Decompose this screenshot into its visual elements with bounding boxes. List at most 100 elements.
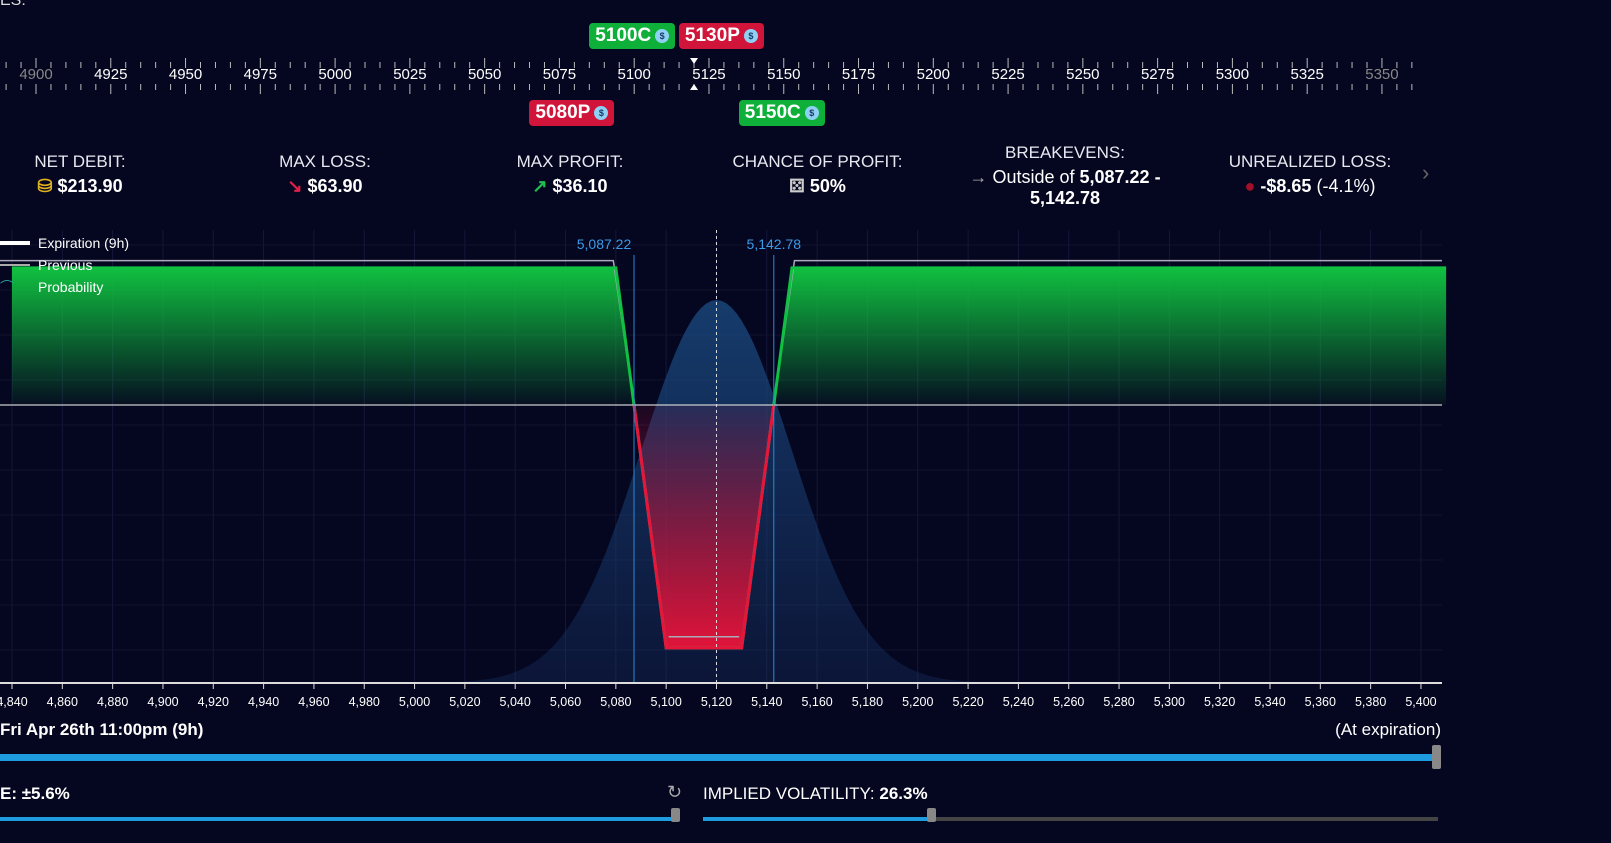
leg-tag-5080p[interactable]: 5080P $ bbox=[529, 100, 615, 126]
time-label: Fri Apr 26th 11:00pm (9h) bbox=[0, 720, 204, 739]
x-tick-label: 5,340 bbox=[1254, 695, 1285, 709]
payoff-chart[interactable]: 5,087.22 5,142.78 4,840 4,860 4,880 4,900 4,92… bbox=[0, 225, 1450, 720]
iv-row: IMPLIED VOLATILITY: 26.3% bbox=[703, 784, 928, 804]
breakevens-value2: 5,142.78 bbox=[1029, 188, 1101, 208]
x-tick-label: 5,160 bbox=[801, 695, 832, 709]
solid-line-icon bbox=[0, 241, 30, 245]
strike-tick-label: 5200 bbox=[917, 66, 950, 83]
net-debit-value: $213.90 bbox=[57, 176, 123, 196]
legend-expiration[interactable]: Expiration (9h) bbox=[0, 232, 129, 254]
max-profit-value: $36.10 bbox=[552, 176, 608, 196]
current-price-marker-bottom bbox=[690, 84, 699, 90]
time-slider-track[interactable] bbox=[0, 754, 1436, 761]
leg-label: 5130P bbox=[684, 25, 740, 46]
dollar-icon: $ bbox=[804, 106, 819, 120]
range-slider-thumb[interactable] bbox=[671, 808, 680, 822]
leg-tag-5100c[interactable]: 5100C $ bbox=[589, 23, 676, 49]
x-tick-label: 5,360 bbox=[1305, 695, 1336, 709]
x-tick-label: 5,260 bbox=[1053, 695, 1084, 709]
strike-tick-label: 5225 bbox=[991, 66, 1024, 83]
dice-icon: ⚄ bbox=[789, 176, 805, 196]
chevron-right-icon[interactable]: › bbox=[1422, 160, 1430, 185]
strike-tick-label: 4950 bbox=[169, 66, 202, 83]
x-tick-label: 5,280 bbox=[1103, 695, 1134, 709]
x-tick-label: 4,980 bbox=[349, 695, 380, 709]
max-loss-label: MAX LOSS: bbox=[279, 152, 371, 171]
time-slider-thumb[interactable] bbox=[1432, 745, 1441, 769]
strike-tick-label: 5050 bbox=[468, 66, 501, 83]
breakevens-value: 5,087.22 - bbox=[1079, 167, 1161, 187]
iv-value: 26.3% bbox=[879, 784, 928, 803]
expiration-line-loss bbox=[632, 404, 776, 650]
arrow-down-icon: ↘ bbox=[287, 176, 303, 196]
x-tick-label: 5,180 bbox=[852, 695, 883, 709]
breakeven-label: 5,087.22 bbox=[577, 236, 632, 252]
unrealized-stat: UNREALIZED LOSS: ● -$8.65 (-4.1%) bbox=[1220, 152, 1400, 197]
net-debit-label: NET DEBIT: bbox=[34, 152, 126, 171]
legend-previous-label: Previous bbox=[38, 257, 93, 273]
arrow-right-icon: → bbox=[969, 167, 988, 187]
chance-stat: CHANCE OF PROFIT: ⚄ 50% bbox=[725, 152, 910, 197]
leg-tag-5130p[interactable]: 5130P $ bbox=[678, 23, 764, 49]
x-tick-label: 5,000 bbox=[399, 695, 430, 709]
x-tick-label: 5,080 bbox=[600, 695, 631, 709]
strike-tick-label: 5100 bbox=[618, 66, 651, 83]
coins-icon: ⛁ bbox=[37, 176, 53, 196]
strike-tick-label: 5175 bbox=[842, 66, 875, 83]
dollar-icon: $ bbox=[655, 29, 670, 43]
legend-probability-label: Probability bbox=[38, 279, 104, 295]
leg-label: 5150C bbox=[744, 102, 801, 123]
x-tick-label: 4,940 bbox=[248, 695, 279, 709]
profit-area-right bbox=[773, 267, 1447, 405]
breakeven-label: 5,142.78 bbox=[747, 236, 802, 252]
strike-tick-label: 5075 bbox=[543, 66, 576, 83]
max-profit-label: MAX PROFIT: bbox=[516, 152, 624, 171]
strike-tick-label: 5350 bbox=[1365, 66, 1398, 83]
unrealized-value: -$8.65 bbox=[1260, 176, 1312, 196]
strike-tick-label: 5150 bbox=[767, 66, 800, 83]
range-slider-track[interactable] bbox=[0, 817, 675, 821]
range-label: E: ±5.6% bbox=[0, 784, 70, 803]
unrealized-pct: (-4.1%) bbox=[1316, 176, 1376, 196]
strike-tick-label: 4900 bbox=[19, 66, 52, 83]
legend-previous[interactable]: Previous bbox=[0, 254, 129, 276]
iv-label: IMPLIED VOLATILITY: bbox=[703, 784, 875, 803]
bell-curve-icon: ⌒ bbox=[0, 279, 14, 295]
x-tick-label: 4,960 bbox=[298, 695, 329, 709]
current-price-marker-top bbox=[690, 58, 699, 64]
x-tick-label: 5,240 bbox=[1003, 695, 1034, 709]
iv-slider-thumb[interactable] bbox=[926, 808, 936, 822]
strike-tick-label: 5300 bbox=[1216, 66, 1249, 83]
legend-probability[interactable]: ⌒ Probability bbox=[0, 276, 129, 298]
strike-tick-label: 4975 bbox=[244, 66, 277, 83]
reset-icon[interactable]: ↻ bbox=[667, 782, 683, 802]
x-tick-label: 4,880 bbox=[97, 695, 128, 709]
max-profit-stat: MAX PROFIT: ↗ $36.10 bbox=[505, 152, 635, 197]
strike-tick-label: 5325 bbox=[1290, 66, 1323, 83]
strike-axis[interactable]: 4900 4925 4950 4975 5000 5025 5050 5075 5100 5125… bbox=[0, 20, 1480, 130]
strike-tick-label: 5125 bbox=[692, 66, 725, 83]
x-tick-label: 5,300 bbox=[1154, 695, 1185, 709]
x-tick-label: 4,920 bbox=[198, 695, 229, 709]
x-tick-label: 5,120 bbox=[701, 695, 732, 709]
x-tick-label: 4,860 bbox=[47, 695, 78, 709]
x-tick-label: 5,400 bbox=[1405, 695, 1436, 709]
x-tick-label: 5,220 bbox=[952, 695, 983, 709]
dollar-icon: $ bbox=[743, 29, 758, 43]
money-bag-icon: ● bbox=[1244, 176, 1256, 196]
loss-area bbox=[634, 405, 774, 648]
x-tick-label: 5,140 bbox=[751, 695, 782, 709]
thin-line-icon bbox=[0, 264, 30, 266]
x-tick-label: 5,320 bbox=[1204, 695, 1235, 709]
profit-area-left bbox=[12, 267, 635, 405]
leg-label: 5080P bbox=[535, 102, 591, 123]
max-loss-value: $63.90 bbox=[307, 176, 363, 196]
time-right-label: (At expiration) bbox=[1335, 720, 1441, 739]
arrow-up-icon: ↗ bbox=[532, 176, 548, 196]
x-tick-label: 5,100 bbox=[651, 695, 682, 709]
x-tick-label: 5,020 bbox=[449, 695, 480, 709]
iv-slider-track[interactable] bbox=[703, 817, 1438, 821]
leg-tag-5150c[interactable]: 5150C $ bbox=[738, 100, 825, 126]
x-tick-label: 5,200 bbox=[902, 695, 933, 709]
legend-expiration-label: Expiration (9h) bbox=[38, 235, 130, 251]
